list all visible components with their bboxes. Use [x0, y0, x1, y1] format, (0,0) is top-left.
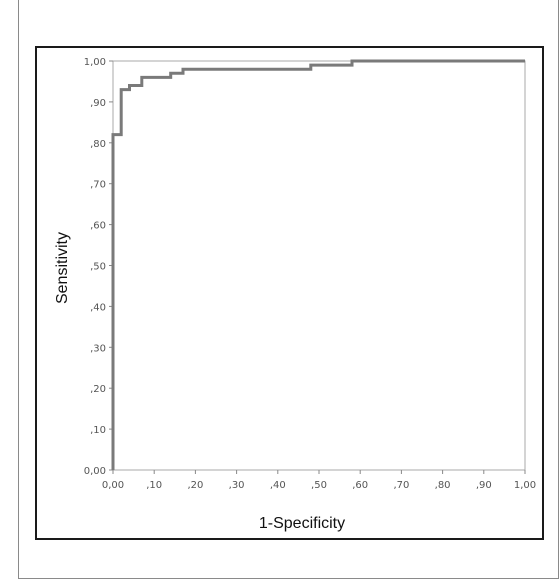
- plot-area: [113, 61, 525, 470]
- y-tick-label: ,10: [90, 425, 106, 436]
- x-tick-label: ,30: [229, 480, 245, 491]
- y-tick-label: ,70: [90, 180, 106, 191]
- roc-curve-line: [113, 61, 525, 470]
- x-tick-label: ,40: [270, 480, 286, 491]
- x-tick-label: ,10: [146, 480, 162, 491]
- x-tick-label: ,80: [435, 480, 451, 491]
- y-tick-label: 1,00: [84, 57, 106, 68]
- x-tick-label: ,60: [352, 480, 368, 491]
- y-tick-label: ,90: [90, 98, 106, 109]
- y-axis: 0,00 ,10 ,20 ,30 ,40 ,50 ,60 ,70 ,80 ,90 1,00: [84, 57, 113, 477]
- y-tick-label: ,40: [90, 302, 106, 313]
- y-tick-label: ,60: [90, 221, 106, 232]
- x-tick-label: ,70: [393, 480, 409, 491]
- y-tick-label: ,50: [90, 262, 106, 273]
- y-tick-label: ,80: [90, 139, 106, 150]
- x-tick-label: ,90: [476, 480, 492, 491]
- y-tick-label: 0,00: [84, 466, 106, 477]
- x-axis-title: 1-Specificity: [259, 515, 345, 532]
- x-tick-label: 0,00: [102, 480, 124, 491]
- x-tick-label: 1,00: [514, 480, 536, 491]
- y-tick-label: ,20: [90, 384, 106, 395]
- y-axis-title: Sensitivity: [54, 232, 71, 304]
- y-tick-label: ,30: [90, 343, 106, 354]
- x-axis: 0,00 ,10 ,20 ,30 ,40 ,50 ,60 ,70 ,80 ,90 1,00: [102, 470, 536, 491]
- x-tick-label: ,50: [311, 480, 327, 491]
- x-tick-label: ,20: [187, 480, 203, 491]
